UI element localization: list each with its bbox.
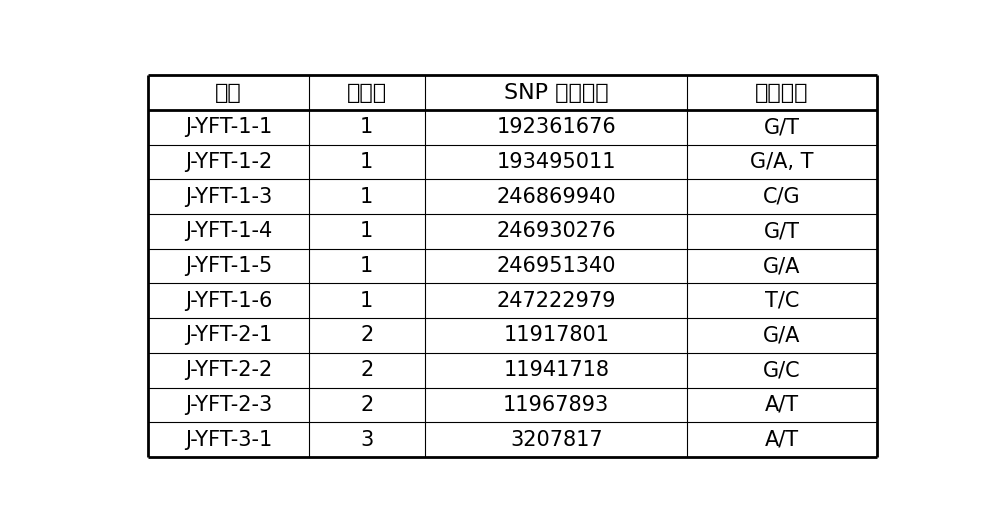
Text: 2: 2 (360, 326, 373, 346)
Text: 1: 1 (360, 152, 373, 172)
Text: 247222979: 247222979 (496, 291, 616, 311)
Text: 1: 1 (360, 118, 373, 138)
Text: J-YFT-1-1: J-YFT-1-1 (185, 118, 272, 138)
Text: J-YFT-1-3: J-YFT-1-3 (185, 187, 272, 207)
Text: G/T: G/T (764, 221, 800, 241)
Text: 1: 1 (360, 256, 373, 276)
Text: T/C: T/C (765, 291, 799, 311)
Text: G/C: G/C (763, 360, 801, 380)
Text: J-YFT-1-2: J-YFT-1-2 (185, 152, 272, 172)
Text: 2: 2 (360, 395, 373, 415)
Text: J-YFT-1-6: J-YFT-1-6 (185, 291, 272, 311)
Text: J-YFT-2-3: J-YFT-2-3 (185, 395, 272, 415)
Text: 染色体: 染色体 (347, 83, 387, 103)
Text: 11941718: 11941718 (503, 360, 609, 380)
Text: A/T: A/T (765, 395, 799, 415)
Text: SNP 位点位置: SNP 位点位置 (504, 83, 609, 103)
Text: 192361676: 192361676 (496, 118, 616, 138)
Text: J-YFT-3-1: J-YFT-3-1 (185, 430, 272, 450)
Text: A/T: A/T (765, 430, 799, 450)
Text: 246951340: 246951340 (496, 256, 616, 276)
Text: 3: 3 (360, 430, 373, 450)
Text: 11967893: 11967893 (503, 395, 609, 415)
Text: 1: 1 (360, 221, 373, 241)
Text: G/A: G/A (763, 326, 801, 346)
Text: 246869940: 246869940 (496, 187, 616, 207)
Text: J-YFT-2-2: J-YFT-2-2 (185, 360, 272, 380)
Text: G/A: G/A (763, 256, 801, 276)
Text: 2: 2 (360, 360, 373, 380)
Text: J-YFT-1-4: J-YFT-1-4 (185, 221, 272, 241)
Text: J-YFT-1-5: J-YFT-1-5 (185, 256, 272, 276)
Text: 名称: 名称 (215, 83, 242, 103)
Text: 1: 1 (360, 187, 373, 207)
Text: 246930276: 246930276 (496, 221, 616, 241)
Text: J-YFT-2-1: J-YFT-2-1 (185, 326, 272, 346)
Text: 193495011: 193495011 (496, 152, 616, 172)
Text: 3207817: 3207817 (510, 430, 603, 450)
Text: C/G: C/G (763, 187, 801, 207)
Text: G/A, T: G/A, T (750, 152, 814, 172)
Text: 1: 1 (360, 291, 373, 311)
Text: 突变类型: 突变类型 (755, 83, 809, 103)
Text: G/T: G/T (764, 118, 800, 138)
Text: 11917801: 11917801 (503, 326, 609, 346)
